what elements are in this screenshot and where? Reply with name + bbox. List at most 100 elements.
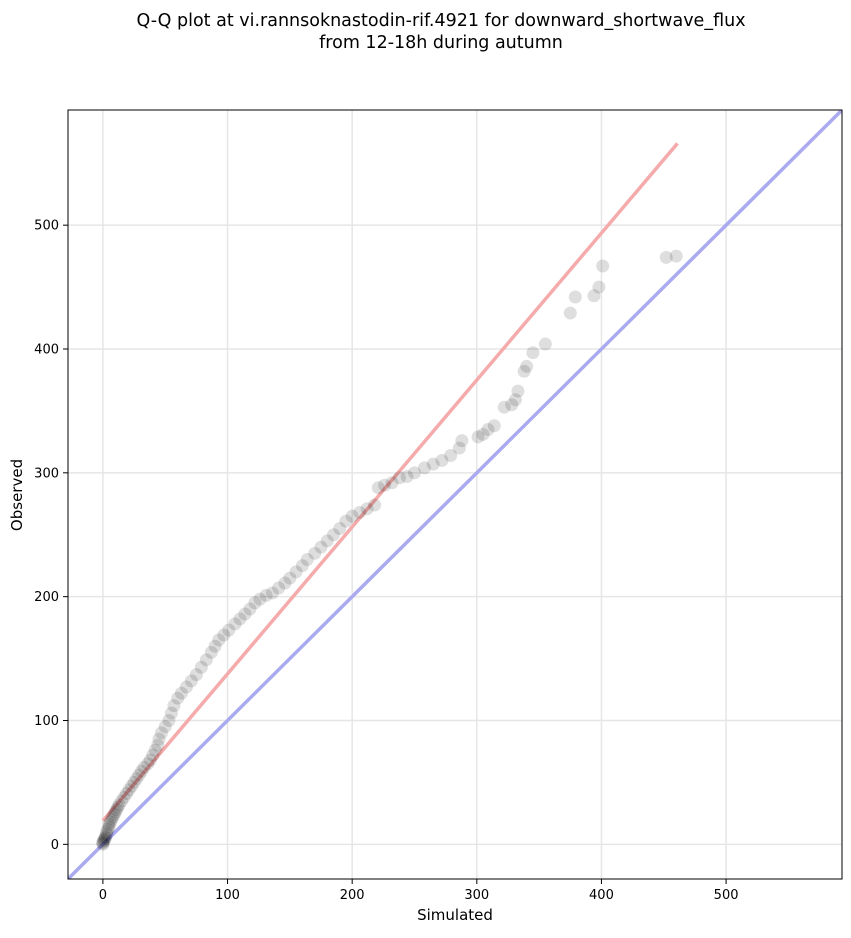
data-point <box>115 794 129 808</box>
data-point <box>204 645 218 659</box>
data-points <box>96 249 683 851</box>
data-point <box>333 522 347 536</box>
data-point <box>98 830 112 844</box>
data-point <box>102 820 116 834</box>
data-point <box>476 427 490 441</box>
x-tick-label: 400 <box>589 888 614 903</box>
data-point <box>110 803 124 817</box>
data-point <box>508 393 522 407</box>
data-point <box>511 384 525 398</box>
data-point <box>400 470 414 484</box>
y-axis-label: Observed <box>8 459 26 531</box>
data-point <box>295 559 309 573</box>
data-point <box>194 660 208 674</box>
data-point <box>353 505 367 519</box>
data-point <box>96 836 110 850</box>
data-point <box>100 827 114 841</box>
data-point <box>320 534 334 548</box>
data-point <box>137 761 151 775</box>
data-point <box>208 639 222 653</box>
data-point <box>426 457 440 471</box>
data-point <box>407 466 421 480</box>
data-point <box>444 448 458 462</box>
data-point <box>233 612 247 626</box>
data-point <box>520 359 534 373</box>
y-tick-label: 500 <box>34 219 59 234</box>
data-point <box>132 768 146 782</box>
data-point <box>102 818 116 832</box>
data-point <box>568 290 582 304</box>
y-tick-label: 0 <box>51 838 59 853</box>
x-tick-label: 200 <box>340 888 365 903</box>
data-point <box>452 441 466 455</box>
data-point <box>481 422 495 436</box>
data-point <box>112 798 126 812</box>
y-tick-label: 400 <box>34 342 59 357</box>
data-point <box>253 592 267 606</box>
data-point <box>243 602 257 616</box>
data-point <box>151 738 165 752</box>
data-point <box>563 306 577 320</box>
data-point <box>127 775 141 789</box>
y-tick-label: 100 <box>34 714 59 729</box>
data-point <box>222 623 236 637</box>
x-axis-label: Simulated <box>417 906 493 924</box>
data-point <box>174 686 188 700</box>
data-point <box>146 748 160 762</box>
data-point <box>368 498 382 512</box>
data-point <box>164 706 178 720</box>
x-tick-label: 100 <box>215 888 240 903</box>
data-point <box>171 691 185 705</box>
data-point <box>111 800 125 814</box>
data-point <box>167 699 181 713</box>
data-point <box>587 289 601 303</box>
x-tick-label: 500 <box>714 888 739 903</box>
data-point <box>179 680 193 694</box>
plot-frame <box>67 109 843 880</box>
data-point <box>108 805 122 819</box>
x-axis-ticks: 0 100 200 300 400 500 <box>99 879 739 903</box>
data-point <box>538 337 552 351</box>
x-tick-label: 300 <box>464 888 489 903</box>
data-point <box>278 576 292 590</box>
data-point <box>487 419 501 433</box>
data-point <box>345 509 359 523</box>
y-tick-label: 300 <box>34 466 59 481</box>
data-point <box>199 653 213 667</box>
data-point <box>152 732 166 746</box>
data-point <box>105 813 119 827</box>
identity-line <box>68 110 842 879</box>
data-point <box>300 553 314 567</box>
data-point <box>122 783 136 797</box>
data-point <box>97 834 111 848</box>
chart-title-line-1: Q-Q plot at vi.rannsoknastodin-rif.4921 … <box>136 11 745 31</box>
data-point <box>107 808 121 822</box>
data-point <box>283 571 297 585</box>
data-point <box>228 617 242 631</box>
data-point <box>189 668 203 682</box>
data-point <box>314 540 328 554</box>
data-point <box>265 586 279 600</box>
data-point <box>117 790 131 804</box>
data-point <box>371 481 385 495</box>
data-point <box>471 430 485 444</box>
data-point <box>393 471 407 485</box>
data-point <box>100 825 114 839</box>
data-point <box>96 837 110 851</box>
data-point <box>385 476 399 490</box>
data-point <box>435 453 449 467</box>
data-point <box>517 364 531 378</box>
data-point <box>101 822 115 836</box>
data-point <box>596 259 610 273</box>
data-point <box>669 249 683 263</box>
fit-line <box>101 142 679 822</box>
data-point <box>326 528 340 542</box>
x-tick-label: 0 <box>99 888 107 903</box>
grid-lines <box>68 110 842 879</box>
data-point <box>592 280 606 294</box>
data-point <box>526 346 540 360</box>
data-point <box>339 514 353 528</box>
data-point <box>659 250 673 264</box>
data-point <box>96 835 110 849</box>
